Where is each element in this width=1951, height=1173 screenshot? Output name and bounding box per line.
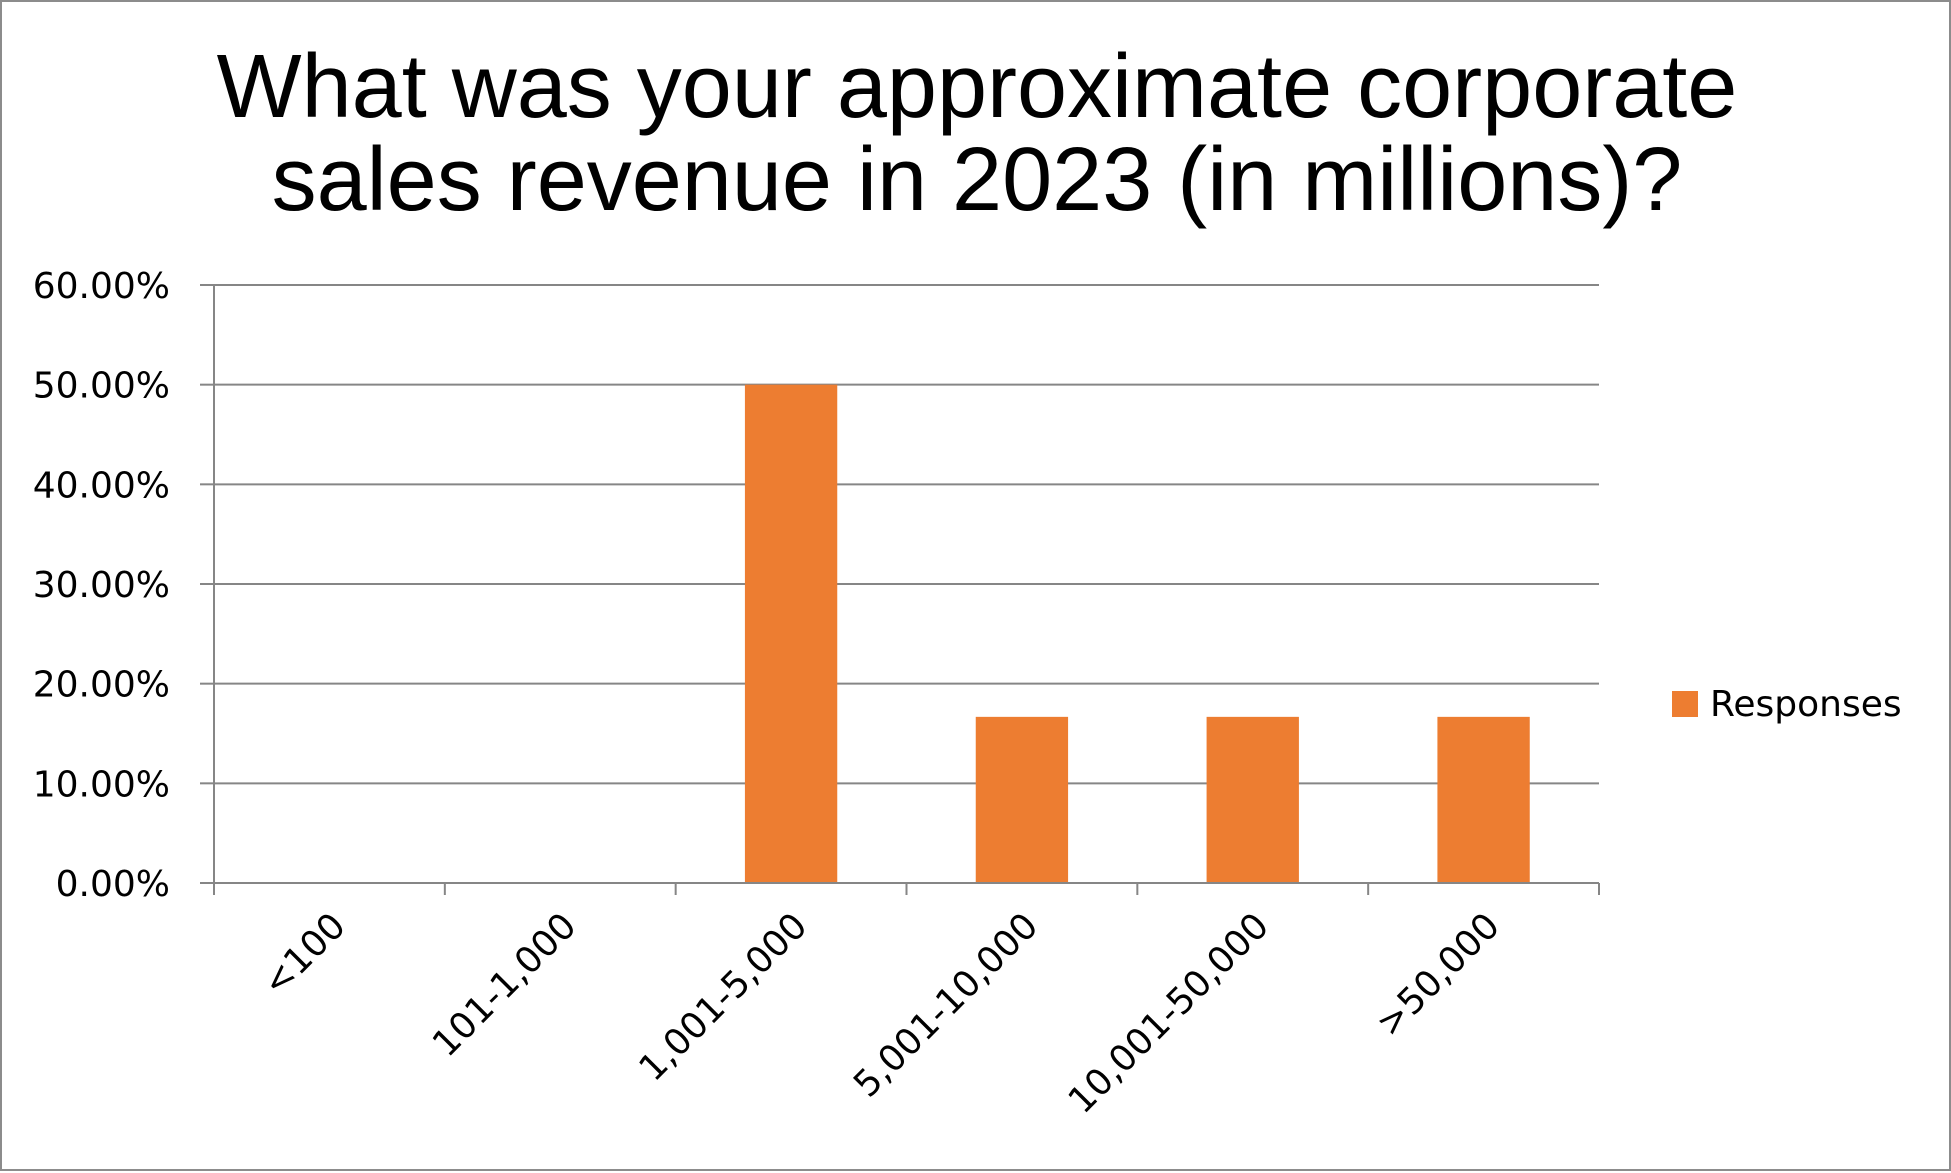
bar-5 [1437,716,1530,883]
x-tick-label: >50,000 [1369,905,1508,1044]
bar-3 [975,716,1069,883]
legend-label-responses: Responses [1710,684,1902,725]
legend: Responses [1672,684,1902,725]
x-tick-label: 101-1,000 [425,905,585,1065]
x-axis-tick-labels: <100 101-1,000 1,001-5,000 5,001-10,000 10,0… [255,905,1508,1121]
bar-4 [1206,716,1299,883]
chart-title-line-1: What was your approximate corporate [217,37,1738,137]
y-tick-label: 10.00% [33,764,170,805]
y-tick-label: 0.00% [56,864,170,905]
x-tick-label: 10,001-50,000 [1061,905,1277,1121]
bars [744,384,1530,883]
x-tick-label: 1,001-5,000 [632,905,816,1089]
y-tick-label: 30.00% [33,565,170,606]
chart-title-line-2: sales revenue in 2023 (in millions)? [272,130,1683,230]
y-tick-label: 60.00% [33,266,170,307]
legend-swatch-responses [1672,691,1698,717]
axes [213,285,1600,895]
y-axis-tick-labels: 0.00% 10.00% 20.00% 30.00% 40.00% 50.00% 60.00… [33,266,170,905]
y-tick-label: 40.00% [33,465,170,506]
x-tick-label: 5,001-10,000 [846,905,1046,1105]
bar-2 [744,384,838,883]
y-tick-label: 20.00% [33,665,170,706]
y-tick-label: 50.00% [33,366,170,407]
gridlines [200,284,1599,884]
chart-title: What was your approximate corporate sale… [217,37,1738,230]
x-tick-label: <100 [255,905,354,1004]
